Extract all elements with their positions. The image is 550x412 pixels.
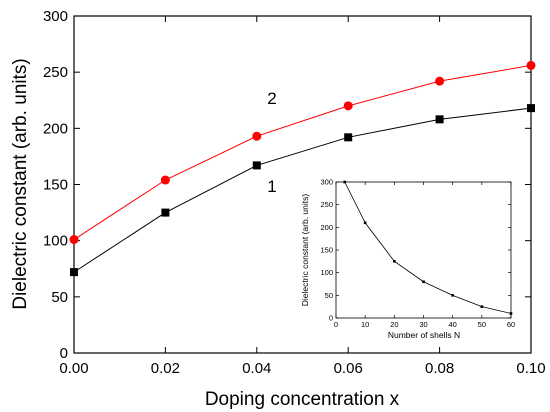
main-x-tick-label: 0.10 <box>516 360 545 377</box>
main-series-2-point <box>343 101 353 111</box>
inset-x-tick-label: 50 <box>478 320 486 329</box>
inset-series-1-point <box>363 221 367 225</box>
main-y-tick-label: 200 <box>43 120 68 137</box>
inset-x-tick-label: 30 <box>419 320 427 329</box>
inset-y-tick-label: 200 <box>320 223 333 232</box>
inset-series-1-point <box>393 260 396 263</box>
inset-x-tick-label: 0 <box>334 320 338 329</box>
main-y-axis-title: Dielectric constant (arb. units) <box>10 58 31 309</box>
main-series-2-point <box>526 60 536 70</box>
main-series-1-point <box>70 268 78 277</box>
inset-y-tick-label: 0 <box>329 314 333 323</box>
main-series-1-point <box>252 161 261 170</box>
main-series-1-point <box>344 133 353 142</box>
main-x-tick-label: 0.08 <box>425 360 454 377</box>
inset-series-group <box>343 180 513 315</box>
main-y-tick-label: 250 <box>43 64 68 81</box>
main-series-2-point <box>435 76 445 86</box>
inset-x-tick-label: 60 <box>507 320 515 329</box>
main-series-1-point <box>435 115 444 124</box>
main-series-1-point <box>161 208 170 217</box>
inset-x-tick-label: 20 <box>390 320 398 329</box>
main-series-2-line <box>73 64 532 240</box>
inset-y-tick-label: 300 <box>320 178 333 187</box>
main-y-tick-label: 300 <box>43 8 68 25</box>
inset-x-tick-label: 10 <box>361 320 369 329</box>
inset-series-1-point <box>480 305 484 308</box>
inset-y-axis-title: Dielectric constant (arb. units) <box>300 194 310 307</box>
main-axis-ticks: 0.00 0.02 0.04 0.06 0.08 0.100501001502002503… <box>43 8 546 377</box>
inset-series-1-point <box>451 294 454 297</box>
inset-y-tick-label: 50 <box>325 291 333 300</box>
main-series-2-point <box>160 175 170 185</box>
inset-plot-frame <box>335 181 512 319</box>
main-x-tick-label: 0.00 <box>59 360 88 377</box>
main-x-tick-label: 0.06 <box>334 360 363 377</box>
inset-series-1-point <box>422 280 425 284</box>
main-y-tick-label: 100 <box>43 233 68 250</box>
inset-series-1-point <box>509 312 513 315</box>
main-y-tick-label: 50 <box>51 289 68 306</box>
inset-y-tick-label: 100 <box>320 268 333 277</box>
inset-x-tick-label: 40 <box>448 320 456 329</box>
inset-axis-ticks: 0 10 20 30 40 50 60 0 50 100 150 200 250 300 <box>320 178 515 330</box>
main-series-1-line <box>73 107 532 273</box>
series-label-1: 1 <box>267 177 276 196</box>
inset-series-1-point <box>343 180 347 184</box>
main-y-tick-label: 150 <box>43 177 68 194</box>
inset-y-tick-label: 250 <box>320 200 333 209</box>
main-x-axis-title: Doping concentration x <box>205 389 400 410</box>
main-series-group <box>69 60 536 277</box>
main-series-2-point <box>252 131 262 141</box>
inset-x-axis-title: Number of shells N <box>388 330 460 340</box>
main-series-2-point <box>69 235 79 245</box>
inset-y-tick-label: 150 <box>320 246 333 255</box>
main-series-1-point <box>527 104 535 113</box>
main-y-tick-label: 0 <box>60 345 68 362</box>
main-x-tick-label: 0.02 <box>151 360 180 377</box>
series-label-2: 2 <box>267 89 276 108</box>
main-x-tick-label: 0.04 <box>242 360 271 377</box>
